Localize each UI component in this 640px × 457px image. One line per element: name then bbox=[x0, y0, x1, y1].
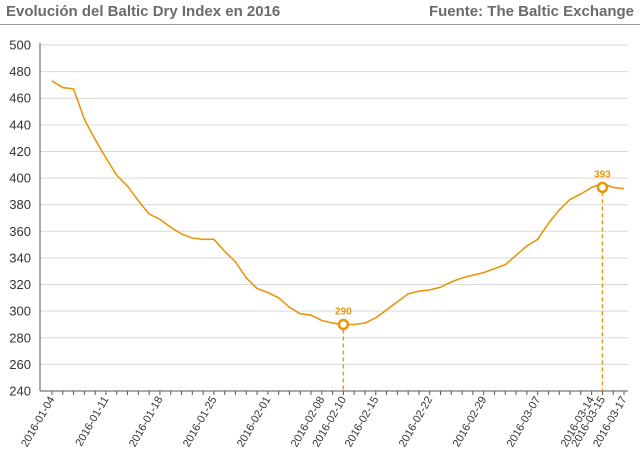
chart-source: Fuente: The Baltic Exchange bbox=[428, 3, 634, 20]
annotation-marker bbox=[337, 318, 350, 331]
x-tick-label: 2016-02-01 bbox=[235, 395, 274, 450]
y-tick-label: 460 bbox=[9, 91, 31, 106]
y-tick-label: 360 bbox=[9, 224, 31, 239]
annotation-label: 393 bbox=[594, 169, 611, 180]
y-tick-label: 500 bbox=[9, 38, 31, 53]
y-tick-label: 320 bbox=[9, 277, 31, 292]
y-tick-label: 240 bbox=[9, 384, 31, 399]
y-tick-label: 300 bbox=[9, 304, 31, 319]
annotation-label: 290 bbox=[335, 306, 352, 317]
header-divider bbox=[0, 24, 640, 25]
x-tick-label: 2016-02-29 bbox=[451, 395, 490, 450]
x-tick-label: 2016-03-07 bbox=[505, 395, 544, 450]
x-tick-label: 2016-02-22 bbox=[397, 395, 436, 450]
y-tick-label: 440 bbox=[9, 117, 31, 132]
y-tick-label: 260 bbox=[9, 357, 31, 372]
y-tick-label: 340 bbox=[9, 250, 31, 265]
x-tick-label: 2016-01-18 bbox=[127, 395, 166, 450]
x-tick-label: 2016-01-25 bbox=[181, 395, 220, 450]
chart-header: Evolución del Baltic Dry Index en 2016 F… bbox=[0, 0, 640, 24]
y-tick-label: 480 bbox=[9, 64, 31, 79]
y-tick-label: 380 bbox=[9, 197, 31, 212]
chart-title: Evolución del Baltic Dry Index en 2016 bbox=[6, 3, 281, 20]
series-line bbox=[51, 80, 625, 326]
x-tick-label: 2016-02-15 bbox=[343, 395, 382, 450]
x-tick-label: 2016-01-04 bbox=[19, 395, 58, 450]
y-tick-label: 280 bbox=[9, 330, 31, 345]
y-tick-label: 400 bbox=[9, 171, 31, 186]
x-tick-label: 2016-01-11 bbox=[73, 395, 111, 449]
y-tick-label: 420 bbox=[9, 144, 31, 159]
annotation-marker bbox=[596, 181, 609, 194]
